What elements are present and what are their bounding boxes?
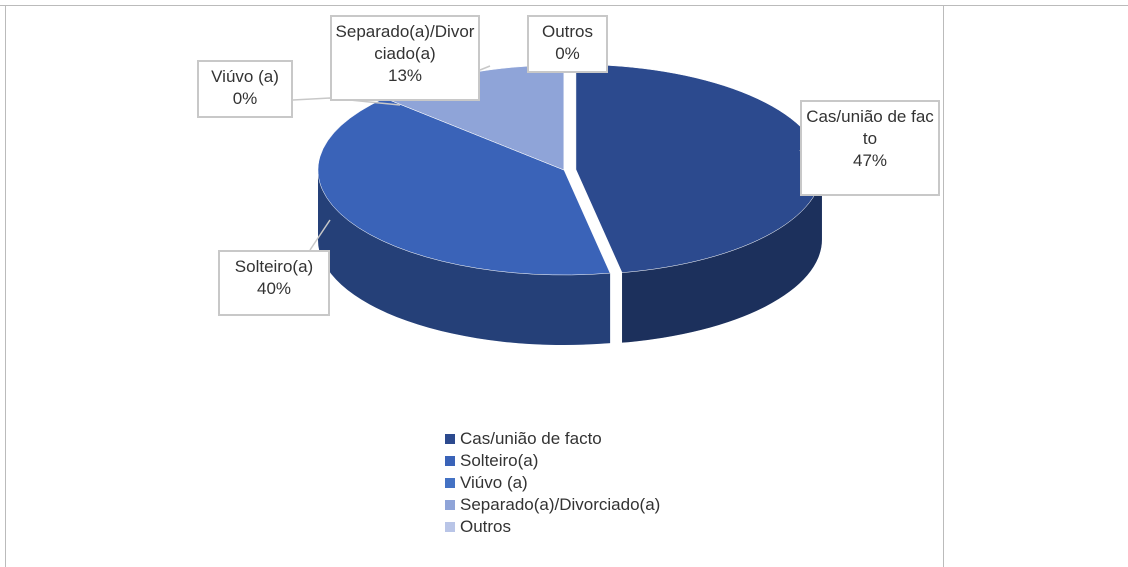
- data-label: Viúvo (a) 0%: [197, 60, 293, 118]
- legend-label: Viúvo (a): [460, 473, 528, 492]
- label-category: Separado(a)/Divorciado(a): [335, 22, 475, 63]
- slice-side: [318, 170, 611, 345]
- legend-swatch: [445, 522, 455, 532]
- legend-item: Cas/união de facto: [445, 428, 660, 450]
- legend-swatch: [445, 500, 455, 510]
- slice: [317, 97, 611, 276]
- label-value: 47%: [852, 151, 888, 170]
- legend-swatch: [445, 456, 455, 466]
- label-value: 40%: [256, 279, 292, 298]
- label-value: 13%: [387, 66, 423, 85]
- slice-shade: [622, 169, 822, 343]
- pie: [317, 64, 823, 345]
- label-value: 0%: [555, 44, 580, 63]
- data-label: Outros 0%: [527, 15, 608, 73]
- legend: Cas/união de facto Solteiro(a) Viúvo (a) Se…: [445, 428, 660, 538]
- label-category: Viúvo (a): [211, 67, 279, 86]
- data-label: Solteiro(a) 40%: [218, 250, 330, 316]
- frame-line: [943, 5, 944, 567]
- frame-line: [5, 5, 6, 567]
- data-label: Separado(a)/Divorciado(a) 13%: [330, 15, 480, 101]
- leader-line: [309, 219, 331, 251]
- legend-label: Outros: [460, 517, 512, 536]
- frame-line: [0, 5, 1128, 6]
- data-label: Cas/união de facto 47%: [800, 100, 940, 196]
- legend-swatch: [445, 434, 455, 444]
- legend-label: Cas/união de facto: [460, 429, 602, 448]
- leader-line: [479, 65, 491, 71]
- label-category: Outros: [541, 22, 594, 41]
- label-category: Solteiro(a): [234, 257, 314, 276]
- legend-item: Separado(a)/Divorciado(a): [445, 494, 660, 516]
- legend-swatch: [445, 478, 455, 488]
- legend-label: Solteiro(a): [460, 451, 539, 470]
- legend-label: Separado(a)/Divorciado(a): [460, 495, 661, 514]
- legend-item: Solteiro(a): [445, 450, 660, 472]
- slice-side: [622, 169, 822, 343]
- legend-item: Outros: [445, 516, 660, 538]
- legend-item: Viúvo (a): [445, 472, 660, 494]
- slice-shade: [318, 170, 611, 345]
- label-category: Cas/união de facto: [806, 107, 934, 148]
- label-value: 0%: [232, 89, 258, 108]
